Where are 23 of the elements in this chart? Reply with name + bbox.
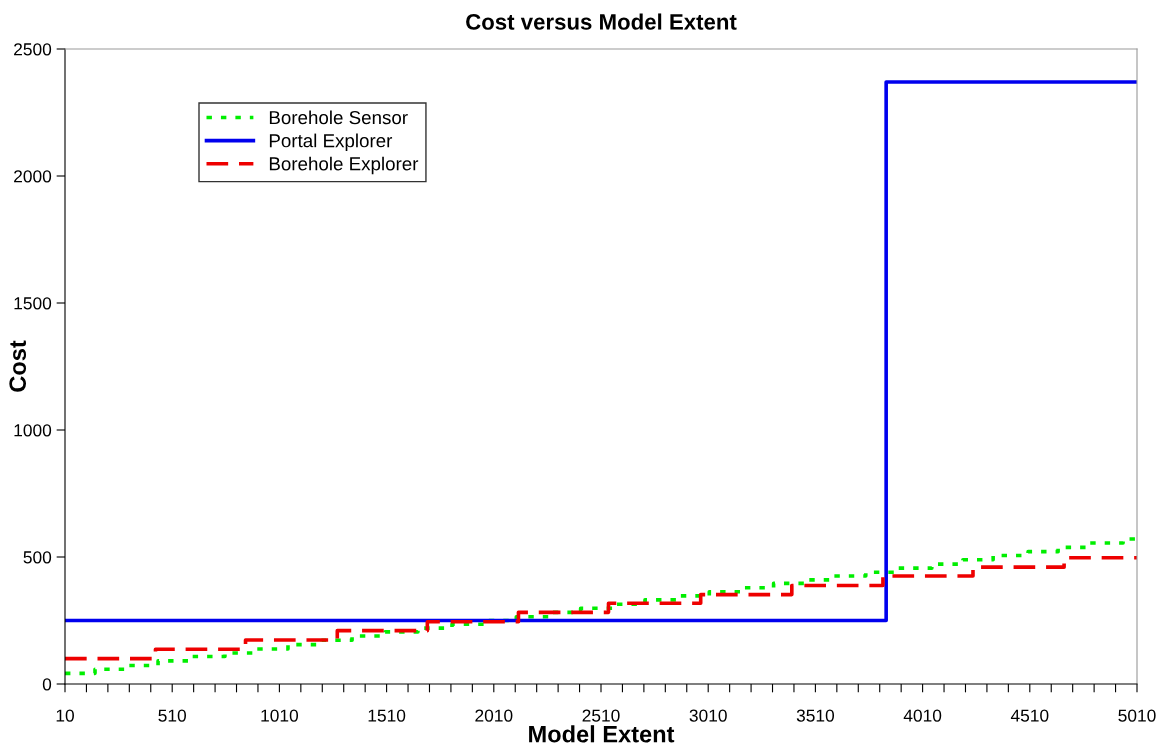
y-tick-label: 1000 [14,424,52,437]
legend-label: Borehole Sensor [269,110,408,125]
y-tick-label: 2500 [14,43,52,56]
y-tick-label: 2000 [14,170,52,183]
y-tick-label: 0 [42,678,52,691]
y-tick-label: 1500 [14,297,52,310]
x-tick-label: 2010 [475,709,513,722]
legend-label: Portal Explorer [269,133,393,152]
x-tick-label: 510 [158,709,187,722]
legend-label: Borehole Explorer [269,156,419,175]
x-tick-label: 3510 [796,709,835,722]
x-tick-label: 5010 [1118,709,1156,722]
y-tick-label: 500 [23,551,52,564]
y-axis-title: Cost [9,340,27,392]
chart-title: Cost versus Model Extent [466,13,737,30]
x-axis-title: Model Extent [529,725,675,743]
x-tick-label: 2510 [582,709,620,722]
x-tick-label: 4510 [1010,709,1049,722]
x-tick-label: 10 [56,709,74,722]
x-tick-label: 4010 [903,709,942,722]
x-tick-label: 3010 [689,709,727,722]
x-tick-label: 1510 [368,709,406,722]
x-tick-label: 1010 [261,709,299,722]
